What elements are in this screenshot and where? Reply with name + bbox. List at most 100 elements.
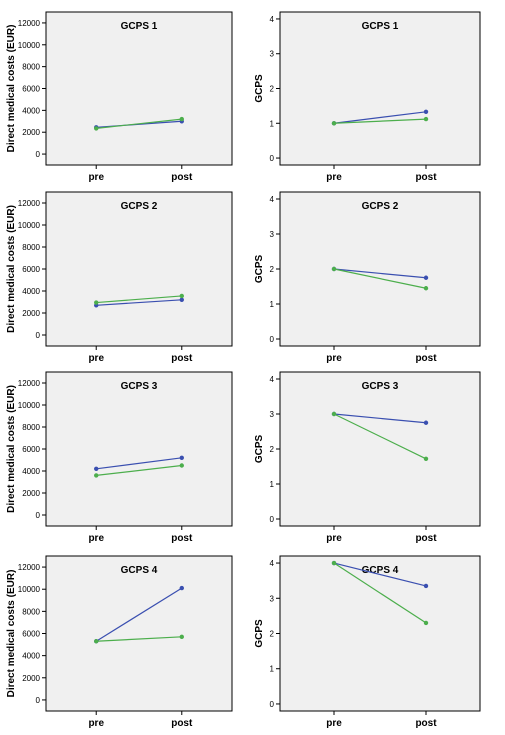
y-tick-label: 6000 [22, 630, 40, 639]
plot-area [279, 11, 481, 166]
y-tick-label: 2 [270, 85, 275, 94]
data-point [331, 560, 337, 566]
plot-area [45, 11, 233, 166]
x-tick-label: pre [326, 533, 342, 544]
y-tick-label: 1 [270, 665, 275, 674]
y-tick-label: 2 [270, 630, 275, 639]
y-tick-label: 3 [270, 410, 275, 419]
y-tick-label: 4 [270, 375, 275, 384]
y-axis-label: Direct medical costs (EUR) [6, 570, 17, 698]
data-point [423, 275, 429, 280]
chart-panel: 0 1 2 3 4 pre post GCPS 1 GCPS [254, 11, 481, 183]
series-line [95, 587, 183, 642]
data-point [423, 456, 429, 461]
y-tick-label: 8000 [22, 423, 40, 432]
data-point [423, 583, 429, 589]
y-tick-label: 3 [270, 50, 275, 59]
series-line [333, 268, 427, 279]
data-point [423, 116, 429, 122]
x-tick-label: post [415, 353, 437, 364]
series-line [96, 299, 182, 306]
y-tick-label: 8000 [22, 63, 40, 72]
data-point [179, 293, 184, 299]
y-axis-label: GCPS [254, 74, 265, 103]
data-point [179, 634, 184, 640]
chart-panel: 0 1 2 3 4 pre post GCPS 2 GCPS [254, 191, 481, 364]
data-point [423, 286, 429, 291]
y-tick-label: 6000 [22, 445, 40, 454]
x-tick-label: post [415, 718, 437, 729]
y-tick-label: 4 [270, 559, 275, 568]
y-tick-label: 8000 [22, 607, 40, 616]
series-line [96, 295, 182, 304]
series-line [333, 413, 427, 460]
x-tick-label: post [171, 353, 193, 364]
x-tick-label: post [415, 172, 437, 183]
y-tick-label: 1 [270, 480, 275, 489]
y-tick-label: 1 [270, 119, 275, 128]
x-tick-label: pre [88, 533, 104, 544]
chart-panel: 0 2000 4000 6000 8000 10000 12000 pre post GCPS 3… [6, 371, 233, 544]
y-tick-label: 12000 [18, 199, 41, 208]
plot-area [279, 191, 481, 347]
chart-title: GCPS 4 [362, 565, 399, 576]
series-line [333, 268, 427, 289]
plot-area [279, 555, 481, 712]
plot-area [279, 371, 481, 527]
y-tick-label: 3 [270, 230, 275, 239]
y-tick-label: 0 [36, 331, 41, 340]
y-tick-label: 4000 [22, 652, 40, 661]
data-point [94, 466, 99, 471]
data-point [179, 455, 184, 460]
y-tick-label: 2 [270, 265, 275, 274]
data-point [179, 297, 184, 302]
data-point [94, 126, 99, 131]
y-tick-label: 0 [270, 700, 275, 709]
y-tick-label: 6000 [22, 85, 40, 94]
y-tick-label: 0 [270, 515, 275, 524]
x-tick-label: post [171, 172, 193, 183]
series-line [333, 562, 427, 587]
series-line [333, 111, 427, 124]
chart-title: GCPS 1 [121, 21, 158, 32]
data-point [94, 300, 99, 305]
y-axis-label: Direct medical costs (EUR) [6, 385, 17, 513]
y-tick-label: 12000 [18, 19, 41, 28]
series-line [333, 413, 427, 424]
chart-panel: 0 2000 4000 6000 8000 10000 12000 pre post GCPS 4… [6, 555, 233, 729]
y-axis-label: GCPS [254, 255, 265, 284]
y-tick-label: 10000 [18, 585, 41, 594]
series-line [333, 562, 427, 624]
y-tick-label: 0 [36, 150, 41, 159]
y-axis-label: GCPS [254, 435, 265, 464]
y-tick-label: 10000 [18, 41, 41, 50]
y-tick-label: 2000 [22, 489, 40, 498]
chart-title: GCPS 4 [121, 565, 158, 576]
x-tick-label: pre [88, 172, 104, 183]
y-tick-label: 4 [270, 15, 275, 24]
y-axis-label: Direct medical costs (EUR) [6, 25, 17, 153]
data-point [331, 121, 337, 126]
x-tick-label: pre [88, 353, 104, 364]
data-point [94, 473, 99, 478]
series-line [96, 636, 182, 642]
y-tick-label: 4 [270, 195, 275, 204]
chart-panel: 0 2000 4000 6000 8000 10000 12000 pre post GCPS 1… [6, 11, 233, 183]
y-tick-label: 10000 [18, 401, 41, 410]
y-tick-label: 0 [270, 335, 275, 344]
x-tick-label: pre [88, 718, 104, 729]
y-tick-label: 12000 [18, 379, 41, 388]
y-tick-label: 2000 [22, 309, 40, 318]
plot-area [45, 371, 233, 527]
chart-panel: 0 1 2 3 4 pre post GCPS 3 GCPS [254, 371, 481, 544]
chart-title: GCPS 1 [362, 21, 399, 32]
data-point [179, 463, 184, 468]
series-line [96, 457, 182, 470]
y-tick-label: 10000 [18, 221, 41, 230]
series-line [333, 118, 427, 124]
y-tick-label: 4000 [22, 467, 40, 476]
plot-area [45, 191, 233, 347]
chart-panel: 0 1 2 3 4 pre post GCPS 4 GCPS [254, 555, 481, 729]
chart-title: GCPS 2 [362, 201, 399, 212]
data-point [331, 411, 337, 417]
